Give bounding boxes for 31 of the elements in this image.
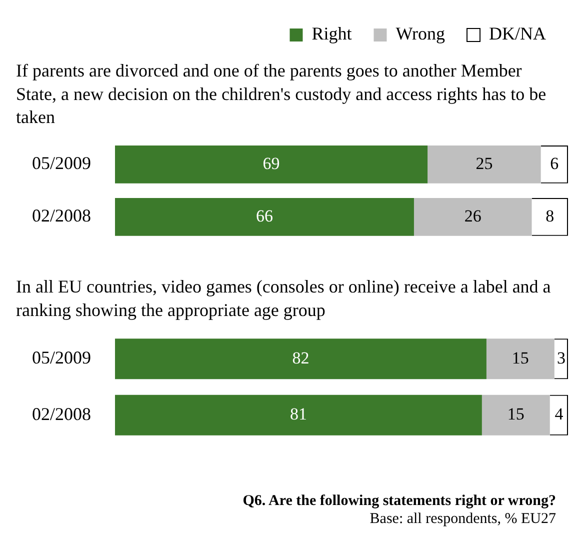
data-label: 82 — [292, 348, 310, 368]
bar — [115, 338, 486, 380]
data-label: 6 — [550, 154, 559, 173]
bar — [115, 146, 428, 184]
legend-label: Right — [312, 24, 352, 44]
chart-title: If parents are divorced and one of the parents goes to another Member State, a new decision on the children's custody and access rights has to be taken — [16, 60, 546, 128]
data-label: 81 — [290, 404, 307, 424]
y-tick-label: 05/2009 — [32, 153, 91, 174]
data-label: 69 — [262, 154, 280, 173]
text: Q6. Are the following statements right or wrong? — [242, 492, 557, 510]
y-tick-label: 02/2008 — [32, 206, 91, 226]
chart-title: In all EU countries, video games (consoles or online) receive a label and a ranking showing the appropriate age group — [16, 276, 551, 320]
y-tick-label: 02/2008 — [32, 404, 91, 424]
bar — [115, 198, 414, 236]
data-label: 4 — [554, 404, 564, 424]
data-label: 8 — [546, 206, 554, 226]
text: Base: all respondents, % EU27 — [368, 510, 557, 528]
data-label: 26 — [464, 206, 482, 226]
y-tick-label: 05/2009 — [32, 348, 91, 368]
bar — [414, 198, 532, 236]
bar — [428, 146, 541, 184]
bar — [486, 338, 554, 380]
legend-label: DK/NA — [489, 24, 546, 44]
data-label: 15 — [507, 404, 524, 424]
data-label: 3 — [556, 348, 566, 368]
data-label: 15 — [512, 348, 529, 368]
legend-label: Wrong — [396, 24, 446, 44]
bar — [115, 394, 482, 436]
data-label: 66 — [256, 206, 273, 226]
data-label: 25 — [476, 154, 493, 173]
bar — [482, 394, 550, 436]
